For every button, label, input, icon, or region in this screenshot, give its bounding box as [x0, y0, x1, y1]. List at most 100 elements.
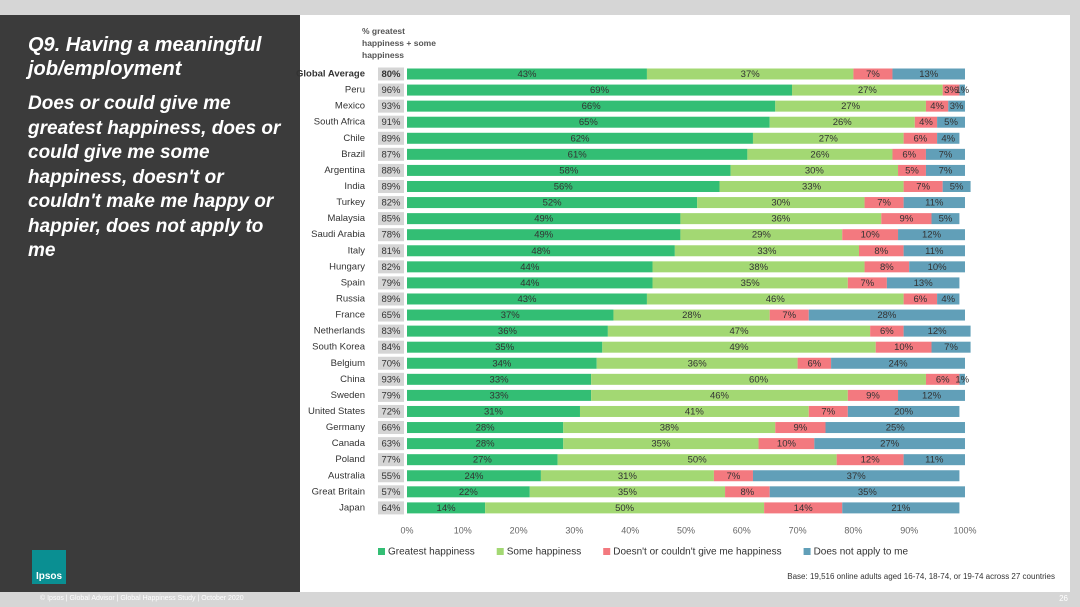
- category-label: India: [344, 181, 365, 192]
- data-label: 6%: [880, 326, 894, 337]
- data-label: 11%: [925, 455, 944, 466]
- bar-segment: [842, 502, 960, 514]
- bar-segment: [407, 116, 770, 128]
- data-label: 58%: [559, 165, 579, 176]
- data-label: 5%: [950, 182, 964, 193]
- bar-segment: [864, 261, 910, 273]
- subtitle: Does or could give me greatest happiness…: [28, 93, 281, 261]
- note: Base: 19,516 online adults aged 16-74, 1…: [787, 572, 1055, 581]
- data-label: 10%: [928, 262, 948, 273]
- total-box: [378, 501, 404, 515]
- total-label: 79%: [381, 390, 401, 401]
- total-label: 72%: [381, 406, 401, 417]
- legend-label: Doesn't or couldn't give me happiness: [613, 547, 781, 558]
- data-label: 7%: [877, 198, 891, 209]
- total-label: 80%: [381, 69, 401, 80]
- data-label: 27%: [819, 133, 839, 144]
- bar-segment: [529, 486, 726, 498]
- bar-segment: [925, 148, 965, 160]
- category-label: China: [340, 374, 366, 385]
- data-label: 33%: [802, 182, 822, 193]
- data-label: 7%: [821, 406, 835, 417]
- data-label: 5%: [905, 165, 919, 176]
- data-label: 27%: [473, 455, 493, 466]
- logo: Ipsos: [32, 550, 66, 584]
- category-label: Mexico: [335, 101, 365, 112]
- data-label: 6%: [936, 374, 950, 385]
- total-box: [378, 421, 404, 435]
- bar-segment: [652, 277, 848, 289]
- bar-segment: [407, 389, 592, 401]
- total-box: [378, 469, 404, 483]
- category-label: Turkey: [336, 197, 365, 208]
- data-label: 43%: [517, 294, 537, 305]
- data-label: 56%: [554, 182, 574, 193]
- bar-segment: [847, 277, 887, 289]
- bar-segment: [864, 197, 904, 209]
- data-label: 66%: [582, 101, 602, 112]
- data-label: 50%: [615, 503, 635, 514]
- bar-segment: [407, 277, 653, 289]
- bar-segment: [931, 213, 960, 225]
- bar-segment: [898, 229, 965, 241]
- bar-segment: [591, 389, 848, 401]
- bar-segment: [607, 325, 871, 337]
- data-label: 49%: [534, 214, 554, 225]
- total-box: [378, 196, 404, 210]
- bar-segment: [407, 100, 776, 112]
- data-label: 46%: [766, 294, 786, 305]
- x-tick-label: 70%: [789, 525, 807, 535]
- data-label: 65%: [579, 117, 599, 128]
- totals-header-line: happiness: [362, 50, 404, 60]
- data-label: 36%: [771, 214, 791, 225]
- data-label: 6%: [913, 133, 927, 144]
- total-box: [378, 131, 404, 145]
- total-box: [378, 292, 404, 306]
- total-box: [378, 212, 404, 226]
- total-box: [378, 147, 404, 161]
- total-label: 82%: [381, 198, 401, 209]
- data-label: 3%: [944, 85, 958, 96]
- bar-segment: [752, 132, 904, 144]
- total-label: 57%: [381, 487, 401, 498]
- totals-header-line: % greatest: [362, 26, 405, 36]
- total-box: [378, 388, 404, 402]
- category-label: Global Average: [296, 69, 365, 80]
- legend-swatch: [496, 548, 504, 555]
- bar-segment: [407, 373, 592, 385]
- data-label: 12%: [922, 390, 942, 401]
- data-label: 36%: [688, 358, 708, 369]
- data-label: 14%: [794, 503, 814, 514]
- bar-segment: [903, 197, 965, 209]
- bar-segment: [407, 438, 564, 450]
- bar-segment: [407, 132, 753, 144]
- bar-segment: [775, 422, 826, 434]
- bar-segment: [937, 293, 960, 305]
- bar-segment: [909, 261, 965, 273]
- total-label: 83%: [381, 326, 401, 337]
- bar-segment: [407, 245, 675, 257]
- bar-segment: [931, 341, 971, 353]
- category-label: France: [335, 310, 365, 321]
- data-label: 1%: [955, 374, 969, 385]
- bar-segment: [858, 245, 904, 257]
- bar-segment: [769, 116, 915, 128]
- data-label: 4%: [930, 101, 944, 112]
- data-label: 8%: [880, 262, 894, 273]
- bar-segment: [485, 502, 765, 514]
- category-label: United States: [308, 406, 365, 417]
- total-label: 79%: [381, 278, 401, 289]
- bar-segment: [407, 261, 653, 273]
- x-tick-label: 0%: [400, 525, 413, 535]
- bar-segment: [579, 405, 809, 417]
- category-label: Netherlands: [314, 326, 365, 337]
- bar-segment: [730, 164, 899, 176]
- data-label: 24%: [889, 358, 909, 369]
- bar-segment: [540, 470, 714, 482]
- data-label: 37%: [741, 69, 761, 80]
- total-label: 63%: [381, 439, 401, 450]
- data-label: 7%: [727, 471, 741, 482]
- bar-segment: [831, 357, 965, 369]
- total-label: 55%: [381, 471, 401, 482]
